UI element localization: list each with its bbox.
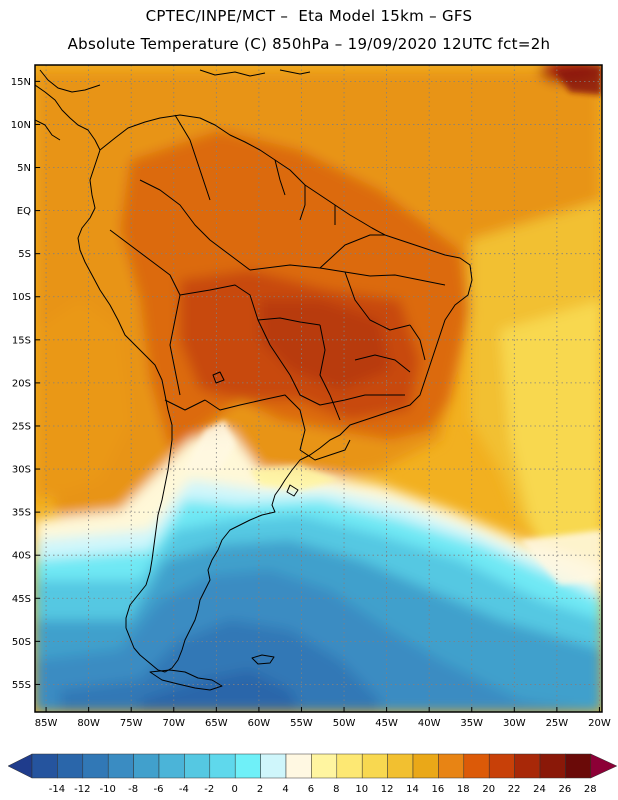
colorbar-box <box>107 753 134 779</box>
lon-label: 35W <box>460 718 483 729</box>
lat-label: 45S <box>12 594 31 605</box>
lon-label: 30W <box>503 718 526 729</box>
colorbar-label: 16 <box>432 784 445 795</box>
colorbar-box <box>336 753 363 779</box>
colorbar-box <box>184 753 211 779</box>
colorbar-label: 8 <box>333 784 339 795</box>
coastlines <box>35 69 473 691</box>
colorbar-box <box>438 753 465 779</box>
colorbar-box <box>31 753 58 779</box>
colorbar-low-arrow <box>7 753 33 779</box>
colorbar-label: 22 <box>508 784 521 795</box>
colorbar-box <box>158 753 185 779</box>
lat-label: 25S <box>12 421 31 432</box>
map-subtitle: Absolute Temperature (C) 850hPa – 19/09/… <box>67 35 551 53</box>
colorbar-label: 6 <box>308 784 314 795</box>
colorbar-label: 12 <box>381 784 394 795</box>
colorbar-box <box>133 753 160 779</box>
map-frame <box>34 64 603 713</box>
colorbar-label: 20 <box>482 784 495 795</box>
lat-label: 40S <box>12 551 31 562</box>
colorbar-label: -8 <box>128 784 138 795</box>
lon-label: 70W <box>162 718 185 729</box>
latitude-labels: 15N 10N 5N EQ 5S 10S 15S 20S 25S 30S 35S 40S 45S 50S 5… <box>11 77 40 691</box>
lon-label: 20W <box>588 718 611 729</box>
lon-label: 40W <box>418 718 441 729</box>
colorbar-label: -14 <box>49 784 65 795</box>
lon-label: 85W <box>35 718 58 729</box>
colorbar-label: 14 <box>406 784 419 795</box>
temperature-field <box>35 65 602 712</box>
colorbar-box <box>260 753 287 779</box>
colorbar-box <box>209 753 236 779</box>
colorbar-label: -12 <box>74 784 90 795</box>
colorbar-box <box>539 753 566 779</box>
colorbar-label: 18 <box>457 784 470 795</box>
map-title: CPTEC/INPE/MCT – Eta Model 15km – GFS <box>145 7 473 25</box>
colorbar-box <box>57 753 84 779</box>
colorbar-label: 28 <box>584 784 597 795</box>
colorbar-label: 26 <box>559 784 572 795</box>
lon-label: 50W <box>333 718 356 729</box>
colorbar-box <box>387 753 414 779</box>
colorbar-label: -6 <box>154 784 164 795</box>
lat-label: 50S <box>12 637 31 648</box>
lat-label: 35S <box>12 508 31 519</box>
colorbar-box <box>488 753 515 779</box>
colorbar-box <box>463 753 490 779</box>
colorbar-box <box>565 753 592 779</box>
lon-label: 55W <box>290 718 313 729</box>
longitude-labels: 85W 80W 75W 70W 65W 60W 55W 50W 45W 40W 35W 30W 25W 2… <box>35 707 611 729</box>
colorbar-label: -10 <box>100 784 116 795</box>
colorbar-box <box>311 753 338 779</box>
lat-label: 55S <box>12 680 31 691</box>
lon-label: 65W <box>205 718 228 729</box>
lat-label: 5S <box>18 249 31 260</box>
lon-label: 25W <box>546 718 569 729</box>
colorbar-label: 10 <box>355 784 368 795</box>
colorbar-box <box>234 753 261 779</box>
colorbar-label: -2 <box>204 784 214 795</box>
lon-label: 75W <box>120 718 143 729</box>
colorbar-label: 0 <box>232 784 238 795</box>
lat-label: EQ <box>17 206 31 217</box>
lon-label: 45W <box>375 718 398 729</box>
lat-label: 5N <box>17 163 31 174</box>
colorbar-label: 2 <box>257 784 263 795</box>
lat-lon-grid <box>35 65 602 712</box>
lat-label: 30S <box>12 465 31 476</box>
lat-label: 20S <box>12 378 31 389</box>
lat-label: 10N <box>11 120 31 131</box>
lon-label: 60W <box>248 718 271 729</box>
colorbar-label: 4 <box>282 784 288 795</box>
colorbar-high-arrow <box>590 753 618 779</box>
colorbar-box <box>82 753 109 779</box>
lat-label: 10S <box>12 292 31 303</box>
colorbar-box <box>285 753 312 779</box>
lat-label: 15N <box>11 77 31 88</box>
colorbar-box <box>514 753 541 779</box>
colorbar-label: 24 <box>533 784 546 795</box>
colorbar-box <box>412 753 439 779</box>
colorbar-label: -4 <box>179 784 189 795</box>
colorbar: -14 -12 -10 -8 -6 -4 -2 0 2 4 6 8 10 12 14 16 18 20 22 24 26… <box>7 753 618 795</box>
lon-label: 80W <box>77 718 100 729</box>
lat-label: 15S <box>12 335 31 346</box>
colorbar-box <box>361 753 388 779</box>
